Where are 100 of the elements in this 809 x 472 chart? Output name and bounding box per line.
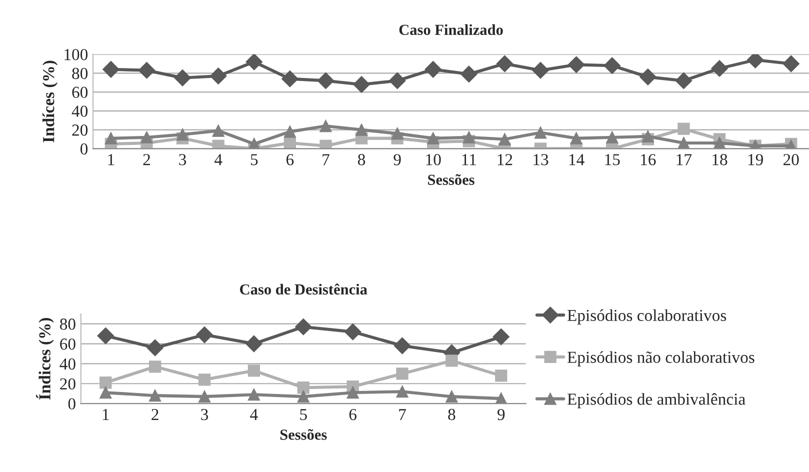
point [176,128,189,141]
point [104,132,118,144]
point [210,68,227,84]
x-axis-title: Sessões [428,174,474,185]
point [388,72,406,90]
x-tick-label: 2 [143,154,150,166]
x-tick-label: 8 [358,154,366,166]
point [282,70,298,88]
point [396,386,408,398]
point [355,124,368,136]
legend-label: Episódios não colaborativos [567,351,754,366]
chart-title: Caso de Desistência [240,284,368,295]
point [492,328,510,346]
point [446,390,458,403]
point [320,120,332,132]
point [353,76,370,93]
point [248,138,260,149]
point [140,131,153,144]
point [532,62,549,79]
x-tick-label: 1 [108,154,114,166]
point [640,68,656,86]
point [711,60,728,77]
point [196,326,213,344]
y-tick-label: 80 [72,68,88,80]
point [495,370,508,382]
x-tick-label: 7 [399,409,406,420]
y-tick-label: 60 [60,338,76,350]
x-tick-label: 11 [462,154,476,166]
point [146,339,164,356]
x-tick-label: 9 [394,154,401,166]
point [198,374,211,386]
point [496,55,514,72]
point [246,54,263,70]
point [248,388,260,401]
x-tick-label: 10 [426,154,441,166]
y-tick-label: 80 [60,318,76,330]
y-tick-label: 0 [68,398,76,410]
point [678,122,690,135]
point [642,130,654,142]
x-tick-label: 20 [784,154,799,166]
x-tick-label: 15 [605,154,620,166]
x-tick-label: 13 [534,154,548,166]
point [424,61,442,78]
point [317,72,334,90]
point [295,318,312,336]
point [396,368,408,380]
point [462,131,475,144]
x-tick-label: 5 [250,154,258,166]
x-tick-label: 16 [641,154,656,166]
point [138,62,156,79]
point [346,386,359,399]
x-tick-label: 2 [152,408,158,420]
point [297,382,310,394]
point [606,131,618,144]
point [604,57,620,74]
point [297,390,310,403]
point [427,132,440,144]
x-tick-label: 8 [448,408,456,420]
y-axis-title: Índices (%) [36,318,54,400]
y-tick-label: 0 [80,143,88,155]
y-tick-label: 60 [72,86,88,98]
point [570,132,582,144]
point [460,66,478,82]
x-tick-label: 3 [179,154,186,166]
y-tick-label: 40 [72,106,88,117]
x-tick-label: 7 [322,154,330,166]
point [100,386,112,399]
point [746,54,764,68]
x-axis-title: Sessões [280,429,327,440]
point [446,354,458,367]
y-tick-label: 40 [60,358,76,370]
legend-label: Episódios de ambivalência [567,393,746,408]
y-tick-label: 20 [60,378,76,390]
point [97,327,114,344]
x-tick-label: 18 [712,154,728,166]
x-tick-label: 3 [201,408,208,420]
point [534,126,547,139]
point [102,61,120,78]
point [248,364,260,377]
y-axis-title: Indíces (%) [42,60,58,142]
point [391,128,404,140]
x-tick-label: 14 [569,154,584,166]
point [100,376,112,389]
x-tick-label: 9 [498,408,505,420]
point [344,323,362,340]
point [174,70,191,86]
point [284,126,296,138]
chart-title: Caso Finalizado [399,24,503,35]
x-tick-label: 4 [250,409,258,420]
x-tick-label: 4 [214,154,222,166]
x-tick-label: 6 [286,154,294,166]
point [198,390,211,403]
point [498,133,511,146]
point [568,56,585,74]
y-tick-label: 100 [64,48,88,60]
x-tick-label: 19 [748,154,763,166]
legend-label: Episódios colaborativos [567,309,726,324]
y-tick-label: 20 [72,124,88,136]
point [782,55,800,72]
point [675,72,692,90]
